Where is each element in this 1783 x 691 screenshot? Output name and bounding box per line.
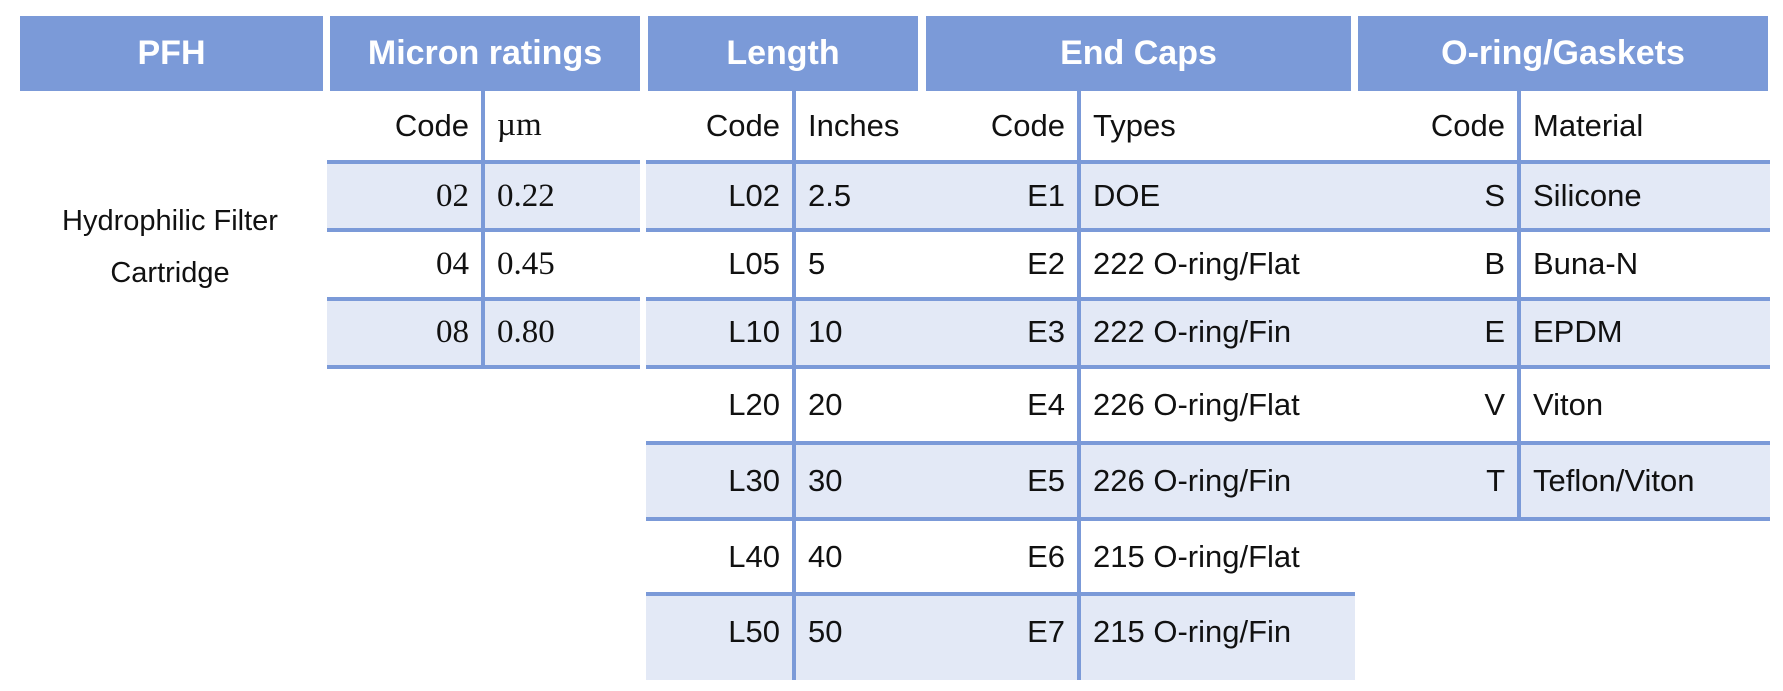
length-value: 30 <box>808 463 843 498</box>
endcaps-type-header: Types <box>1093 107 1176 143</box>
description-line-1: Hydrophilic Filter <box>62 205 278 237</box>
oring-material: Teflon/Viton <box>1533 463 1695 498</box>
length-code: L05 <box>728 246 780 281</box>
oring-code: T <box>1486 463 1505 498</box>
micron-value: 0.22 <box>497 177 555 214</box>
oring-code: E <box>1484 314 1505 349</box>
header-micron-ratings: Micron ratings <box>330 16 640 91</box>
micron-code: 04 <box>436 245 469 282</box>
band-row-6 <box>646 594 1355 680</box>
length-value: 50 <box>808 614 843 649</box>
header-pfh: PFH <box>20 16 323 91</box>
length-code: L30 <box>728 463 780 498</box>
product-description: Hydrophilic Filter Cartridge <box>20 195 320 299</box>
endcap-type: 215 O-ring/Fin <box>1093 614 1292 649</box>
band-row-0 <box>646 163 1770 229</box>
micron-value: 0.45 <box>497 245 555 282</box>
micron-code: 08 <box>436 313 469 350</box>
rule-row-2 <box>646 297 1770 301</box>
endcap-code: E2 <box>1027 246 1065 281</box>
rule-v-oring <box>1517 91 1521 517</box>
endcap-type: 215 O-ring/Flat <box>1093 538 1300 574</box>
rule-length-header <box>646 160 1770 164</box>
rule-v-length <box>792 91 796 680</box>
length-value: 40 <box>808 538 843 574</box>
rule-row-1 <box>646 228 1770 232</box>
rule-row-4 <box>646 441 1770 445</box>
rule-micron-3 <box>327 365 640 369</box>
length-code: L50 <box>728 614 780 649</box>
band-row-2 <box>646 299 1770 365</box>
rule-row-6 <box>646 592 1355 596</box>
endcap-code: E6 <box>1027 538 1065 574</box>
endcap-code: E3 <box>1027 314 1065 349</box>
oring-material: EPDM <box>1533 314 1623 349</box>
band-row-4 <box>646 443 1770 517</box>
endcap-code: E1 <box>1027 178 1065 213</box>
length-value: 20 <box>808 387 843 422</box>
header-oring-gaskets: O-ring/Gaskets <box>1358 16 1768 91</box>
rule-row-3 <box>646 365 1770 369</box>
rule-v-micron <box>481 91 485 365</box>
endcap-type: 226 O-ring/Fin <box>1093 463 1292 498</box>
header-end-caps: End Caps <box>926 16 1351 91</box>
oring-code: V <box>1484 387 1505 422</box>
rule-row-5 <box>646 517 1770 521</box>
length-code: L40 <box>728 538 780 574</box>
oring-material: Buna-N <box>1533 246 1639 281</box>
endcap-type: 222 O-ring/Fin <box>1093 314 1292 349</box>
endcap-type: DOE <box>1093 178 1161 213</box>
length-code: L10 <box>728 314 780 349</box>
endcap-code: E5 <box>1027 463 1065 498</box>
length-value: 5 <box>808 246 826 281</box>
micron-code: 02 <box>436 177 469 214</box>
endcap-type: 226 O-ring/Flat <box>1093 387 1300 422</box>
endcap-code: E7 <box>1027 614 1065 649</box>
length-unit-header: Inches <box>808 107 900 143</box>
oring-code-header: Code <box>1430 107 1505 143</box>
length-code: L02 <box>728 178 780 213</box>
oring-code: S <box>1484 178 1505 213</box>
micron-value: 0.80 <box>497 313 555 350</box>
oring-material: Viton <box>1533 387 1604 422</box>
endcap-type: 222 O-ring/Flat <box>1093 246 1300 281</box>
micron-code-header: Code <box>394 107 469 143</box>
oring-code: B <box>1484 246 1505 281</box>
header-length: Length <box>648 16 918 91</box>
micron-unit-header: µm <box>497 107 542 143</box>
description-line-2: Cartridge <box>110 257 230 289</box>
oring-material-header: Material <box>1533 107 1644 143</box>
endcap-code: E4 <box>1027 387 1065 422</box>
length-code-header: Code <box>705 107 780 143</box>
length-value: 10 <box>808 314 843 349</box>
oring-material: Silicone <box>1533 178 1642 213</box>
endcaps-code-header: Code <box>990 107 1065 143</box>
rule-v-endcaps <box>1077 91 1081 680</box>
length-value: 2.5 <box>808 178 852 213</box>
length-code: L20 <box>728 387 780 422</box>
